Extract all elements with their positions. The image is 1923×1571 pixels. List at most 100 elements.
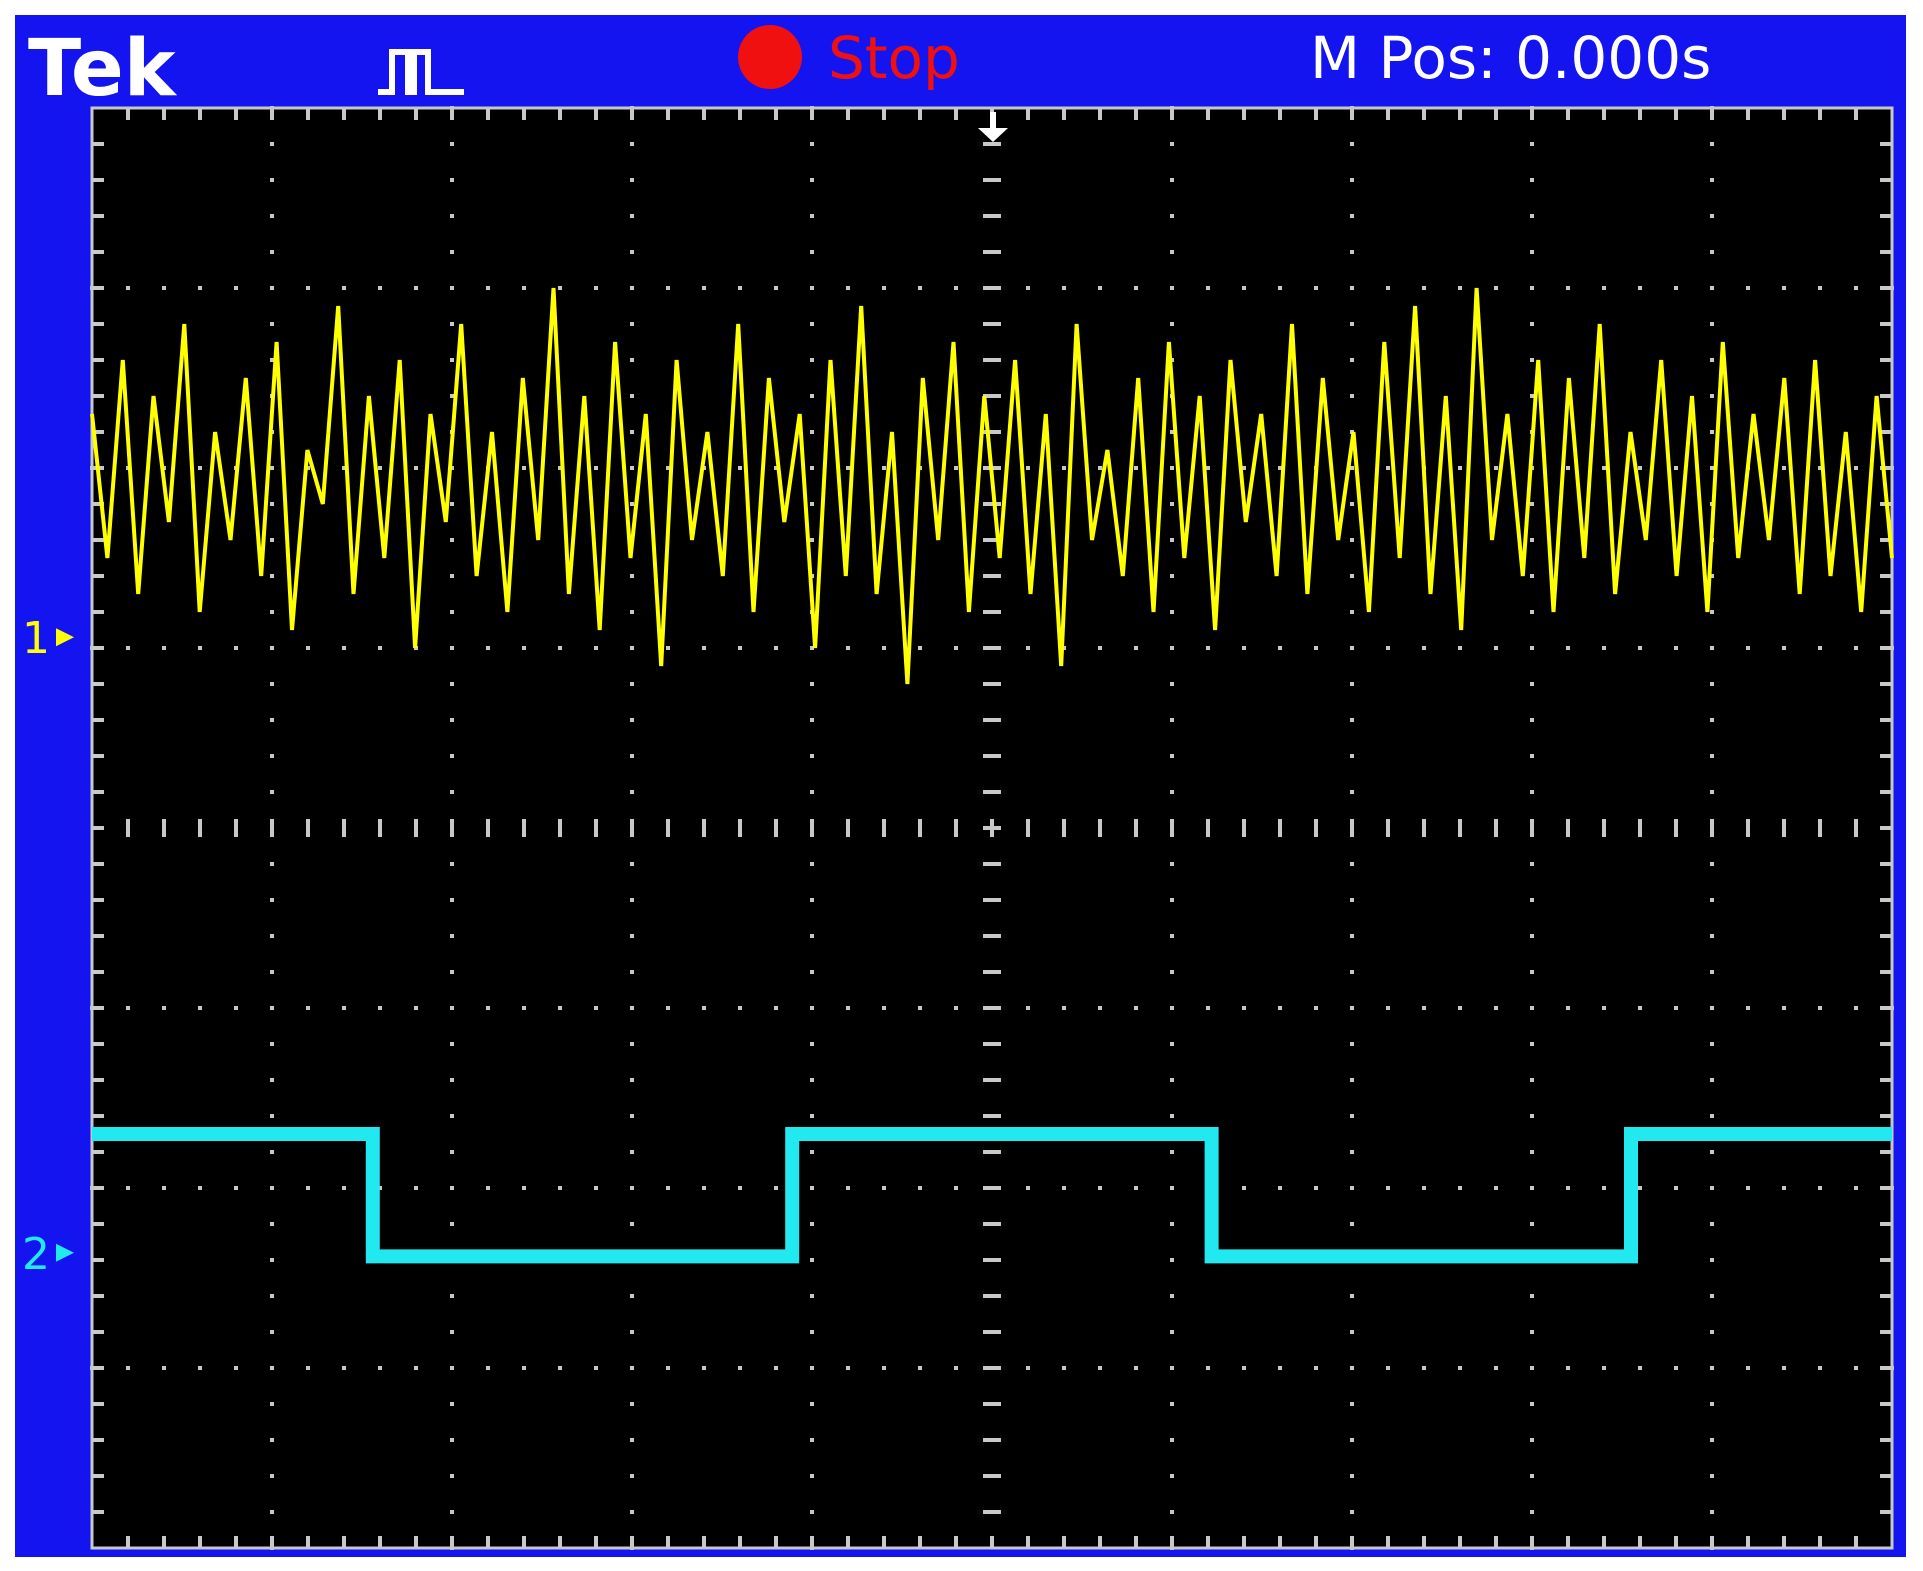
grid-dot xyxy=(1746,1366,1750,1370)
border-tick xyxy=(92,142,104,146)
grid-dot xyxy=(630,1474,634,1478)
center-tick xyxy=(1818,819,1822,837)
grid-dot xyxy=(1170,1114,1174,1118)
grid-dot xyxy=(1710,1330,1714,1334)
border-tick xyxy=(414,108,418,120)
grid-dot xyxy=(1530,754,1534,758)
grid-dot xyxy=(1314,1006,1318,1010)
grid-dot xyxy=(270,142,274,146)
grid-dot xyxy=(1278,1006,1282,1010)
border-tick xyxy=(882,108,886,120)
channel-arrow xyxy=(56,1243,74,1262)
center-tick xyxy=(306,819,310,837)
grid-dot xyxy=(1170,286,1174,290)
grid-dot xyxy=(342,286,346,290)
center-tick xyxy=(983,358,1001,362)
grid-dot xyxy=(630,574,634,578)
grid-dot xyxy=(1170,1366,1174,1370)
center-tick xyxy=(983,394,1001,398)
border-tick xyxy=(1880,142,1892,146)
center-tick xyxy=(1782,819,1786,837)
grid-dot xyxy=(918,646,922,650)
center-tick xyxy=(1494,819,1498,837)
center-tick xyxy=(1710,819,1714,837)
grid-dot xyxy=(414,286,418,290)
grid-dot xyxy=(810,538,814,542)
grid-dot xyxy=(810,214,814,218)
border-tick xyxy=(1880,1438,1892,1442)
grid-dot xyxy=(666,466,670,470)
grid-dot xyxy=(1782,1366,1786,1370)
grid-dot xyxy=(1350,142,1354,146)
grid-dot xyxy=(1422,646,1426,650)
grid-dot xyxy=(1782,286,1786,290)
grid-dot xyxy=(270,574,274,578)
grid-dot xyxy=(450,898,454,902)
grid-dot xyxy=(1782,1006,1786,1010)
grid-dot xyxy=(342,1366,346,1370)
border-tick xyxy=(92,718,104,722)
grid-dot xyxy=(270,610,274,614)
channel-marker: 1 xyxy=(22,613,50,664)
grid-dot xyxy=(270,250,274,254)
grid-dot xyxy=(522,1006,526,1010)
grid-dot xyxy=(1530,358,1534,362)
grid-dot xyxy=(1350,1042,1354,1046)
grid-dot xyxy=(450,502,454,506)
border-tick xyxy=(1880,1366,1892,1370)
grid-dot xyxy=(234,1006,238,1010)
border-tick xyxy=(594,1536,598,1548)
center-tick xyxy=(1098,819,1102,837)
grid-dot xyxy=(1206,1006,1210,1010)
border-tick xyxy=(92,1258,104,1262)
grid-dot xyxy=(702,1366,706,1370)
border-tick xyxy=(342,1536,346,1548)
border-tick xyxy=(92,1294,104,1298)
border-tick xyxy=(1530,108,1534,120)
border-tick xyxy=(92,754,104,758)
grid-dot xyxy=(630,790,634,794)
grid-dot xyxy=(450,1006,454,1010)
grid-dot xyxy=(1530,502,1534,506)
border-tick xyxy=(92,1114,104,1118)
center-tick xyxy=(983,178,1001,182)
grid-dot xyxy=(1638,1006,1642,1010)
grid-dot xyxy=(1638,1366,1642,1370)
grid-dot xyxy=(306,466,310,470)
grid-dot xyxy=(1710,1366,1714,1370)
border-tick xyxy=(1818,108,1822,120)
grid-dot xyxy=(1530,970,1534,974)
border-tick xyxy=(1880,970,1892,974)
grid-dot xyxy=(1350,790,1354,794)
grid-dot xyxy=(450,1042,454,1046)
border-tick xyxy=(270,108,274,120)
grid-dot xyxy=(450,358,454,362)
border-tick xyxy=(1880,178,1892,182)
grid-dot xyxy=(630,754,634,758)
grid-dot xyxy=(1710,322,1714,326)
grid-dot xyxy=(450,574,454,578)
grid-dot xyxy=(918,1006,922,1010)
border-tick xyxy=(990,1536,994,1548)
border-tick xyxy=(1674,108,1678,120)
grid-dot xyxy=(234,1186,238,1190)
grid-dot xyxy=(1854,1186,1858,1190)
grid-dot xyxy=(954,286,958,290)
grid-dot xyxy=(1710,430,1714,434)
grid-dot xyxy=(450,322,454,326)
grid-dot xyxy=(450,1510,454,1514)
border-tick xyxy=(92,574,104,578)
grid-dot xyxy=(1674,1186,1678,1190)
border-tick xyxy=(92,250,104,254)
grid-dot xyxy=(1134,1186,1138,1190)
border-tick xyxy=(1026,108,1030,120)
grid-dot xyxy=(1818,286,1822,290)
grid-dot xyxy=(774,646,778,650)
grid-dot xyxy=(1494,466,1498,470)
grid-dot xyxy=(810,718,814,722)
grid-dot xyxy=(1314,1366,1318,1370)
center-tick xyxy=(846,819,850,837)
grid-dot xyxy=(882,1186,886,1190)
grid-dot xyxy=(1674,286,1678,290)
grid-dot xyxy=(1710,934,1714,938)
